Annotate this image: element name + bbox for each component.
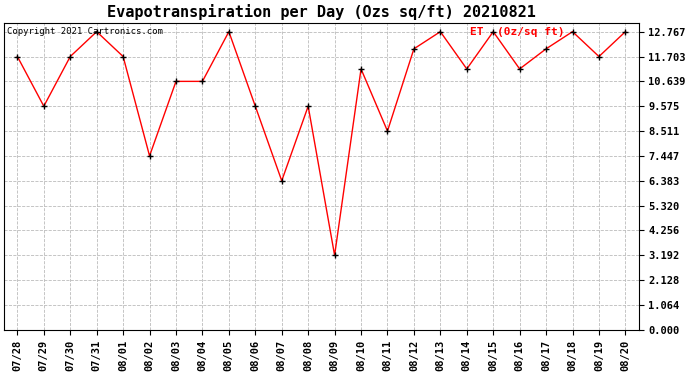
Text: Copyright 2021 Cartronics.com: Copyright 2021 Cartronics.com: [8, 27, 164, 36]
Text: ET  (0z/sq ft): ET (0z/sq ft): [471, 27, 565, 38]
Title: Evapotranspiration per Day (Ozs sq/ft) 20210821: Evapotranspiration per Day (Ozs sq/ft) 2…: [107, 4, 536, 20]
